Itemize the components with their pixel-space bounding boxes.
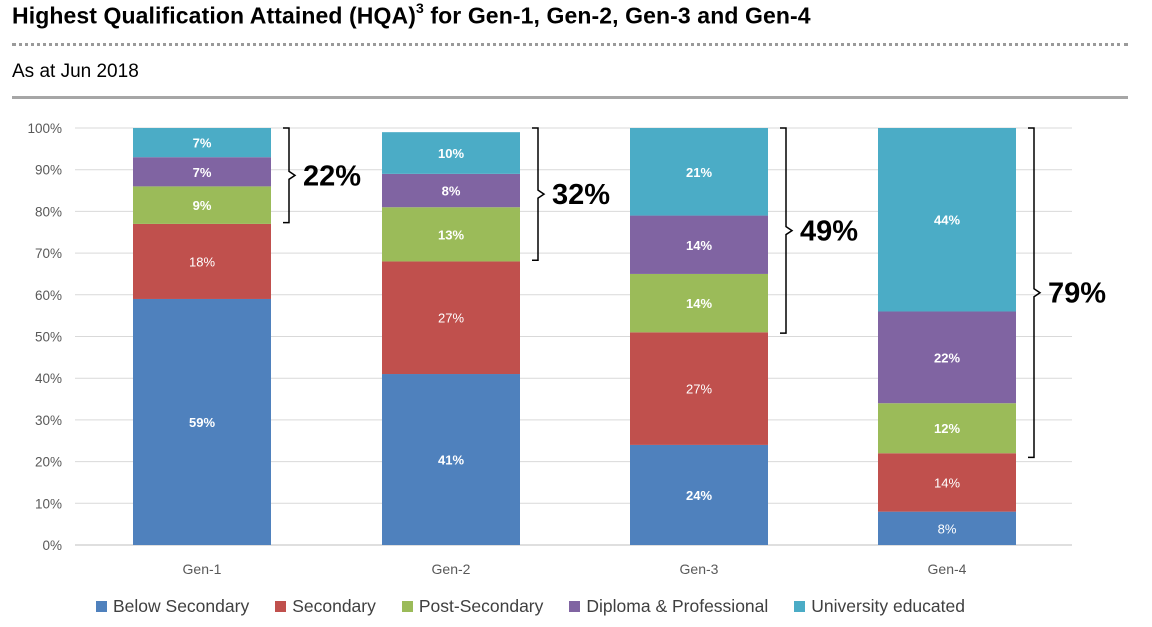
bar-segment [878,511,1016,545]
data-label: 27% [438,311,464,326]
legend-item: University educated [794,596,965,617]
data-label: 7% [193,136,212,151]
x-tick-label: Gen-2 [432,561,471,577]
legend-label: Post-Secondary [418,595,544,616]
data-label: 27% [686,382,712,397]
chart-legend: Below Secondary Secondary Post-Secondary Di… [96,594,991,618]
bar-segment [630,128,768,216]
bracket-label: 22% [303,160,361,192]
data-label: 41% [438,453,464,468]
bar-segment [133,186,271,224]
legend-swatch [794,600,806,612]
data-label: 21% [686,165,712,180]
bar-segment [878,128,1016,312]
data-label: 14% [686,296,712,311]
bar-segment [133,128,271,158]
y-tick-label: 60% [35,288,62,303]
bar-segment [382,173,520,208]
bar-segment [133,298,271,545]
title-superscript: 3 [415,0,424,16]
chart-subtitle: As at Jun 2018 [12,61,139,82]
x-tick-label: Gen-3 [680,561,719,577]
y-tick-label: 10% [35,496,62,511]
header-rule [12,96,1128,99]
bar-segment [630,444,768,545]
y-tick-label: 20% [35,455,62,470]
bar-segment [630,332,768,445]
legend-swatch [275,600,287,612]
legend-item: Diploma & Professional [569,596,768,617]
data-label: 12% [934,421,960,436]
data-label: 14% [934,475,960,490]
data-label: 14% [686,238,712,253]
bar-segment [382,207,520,262]
data-label: 8% [938,521,957,536]
legend-swatch [96,600,107,612]
bar-segment [878,453,1016,512]
data-label: 10% [438,146,464,161]
bar-segment [878,311,1016,404]
bar-segment [630,273,768,333]
data-label: 44% [934,213,960,228]
y-tick-label: 40% [35,371,62,386]
bracket [283,127,297,224]
bar-segment [382,261,520,375]
title-suffix: for Gen-1, Gen-2, Gen-3 and Gen-4 [423,2,811,29]
y-tick-label: 100% [27,121,62,136]
legend-label: Below Secondary [113,595,250,616]
legend-swatch [569,600,581,612]
data-label: 24% [686,488,712,503]
data-label: 22% [934,350,960,365]
bar-segment [630,215,768,274]
legend-label: Diploma & Professional [586,595,769,616]
data-label: 59% [189,415,215,430]
legend-item: Secondary [275,596,376,617]
bar-segment [878,403,1016,454]
legend-label: University educated [811,595,965,616]
bar-segment [382,374,520,545]
data-label: 18% [189,254,215,269]
bar-segment [133,157,271,187]
bracket-label: 49% [800,216,858,248]
bar-segment [382,132,520,174]
legend-item: Below Secondary [96,596,249,617]
bracket-label: 79% [1048,278,1106,310]
dotted-divider [12,43,1128,46]
stacked-bar-chart: 0% 10% 20% 30% 40% 50% 60% 70% 80% 90% 100% 59% 18% 9… [27,121,1106,577]
data-label: 8% [442,184,461,199]
legend-label: Secondary [292,595,376,616]
legend-item: Post-Secondary [401,595,544,617]
y-tick-label: 50% [35,330,62,345]
y-tick-label: 70% [35,246,62,261]
bracket [780,127,794,334]
chart-title: Highest Qualification Attained (HQA)3 fo… [12,0,811,30]
title-main: Highest Qualification Attained (HQA) [12,2,416,29]
data-label: 9% [193,198,212,213]
bar-segment [133,223,271,299]
bracket [532,127,546,261]
y-tick-label: 80% [35,204,62,219]
x-tick-label: Gen-4 [928,561,967,577]
y-tick-label: 0% [42,538,62,553]
data-label: 7% [193,165,212,180]
legend-swatch [401,600,413,612]
x-tick-label: Gen-1 [183,561,222,577]
data-label: 13% [438,227,464,242]
y-tick-label: 90% [35,163,62,178]
bracket-label: 32% [552,179,610,211]
bracket [1028,127,1042,459]
y-tick-label: 30% [35,413,62,428]
